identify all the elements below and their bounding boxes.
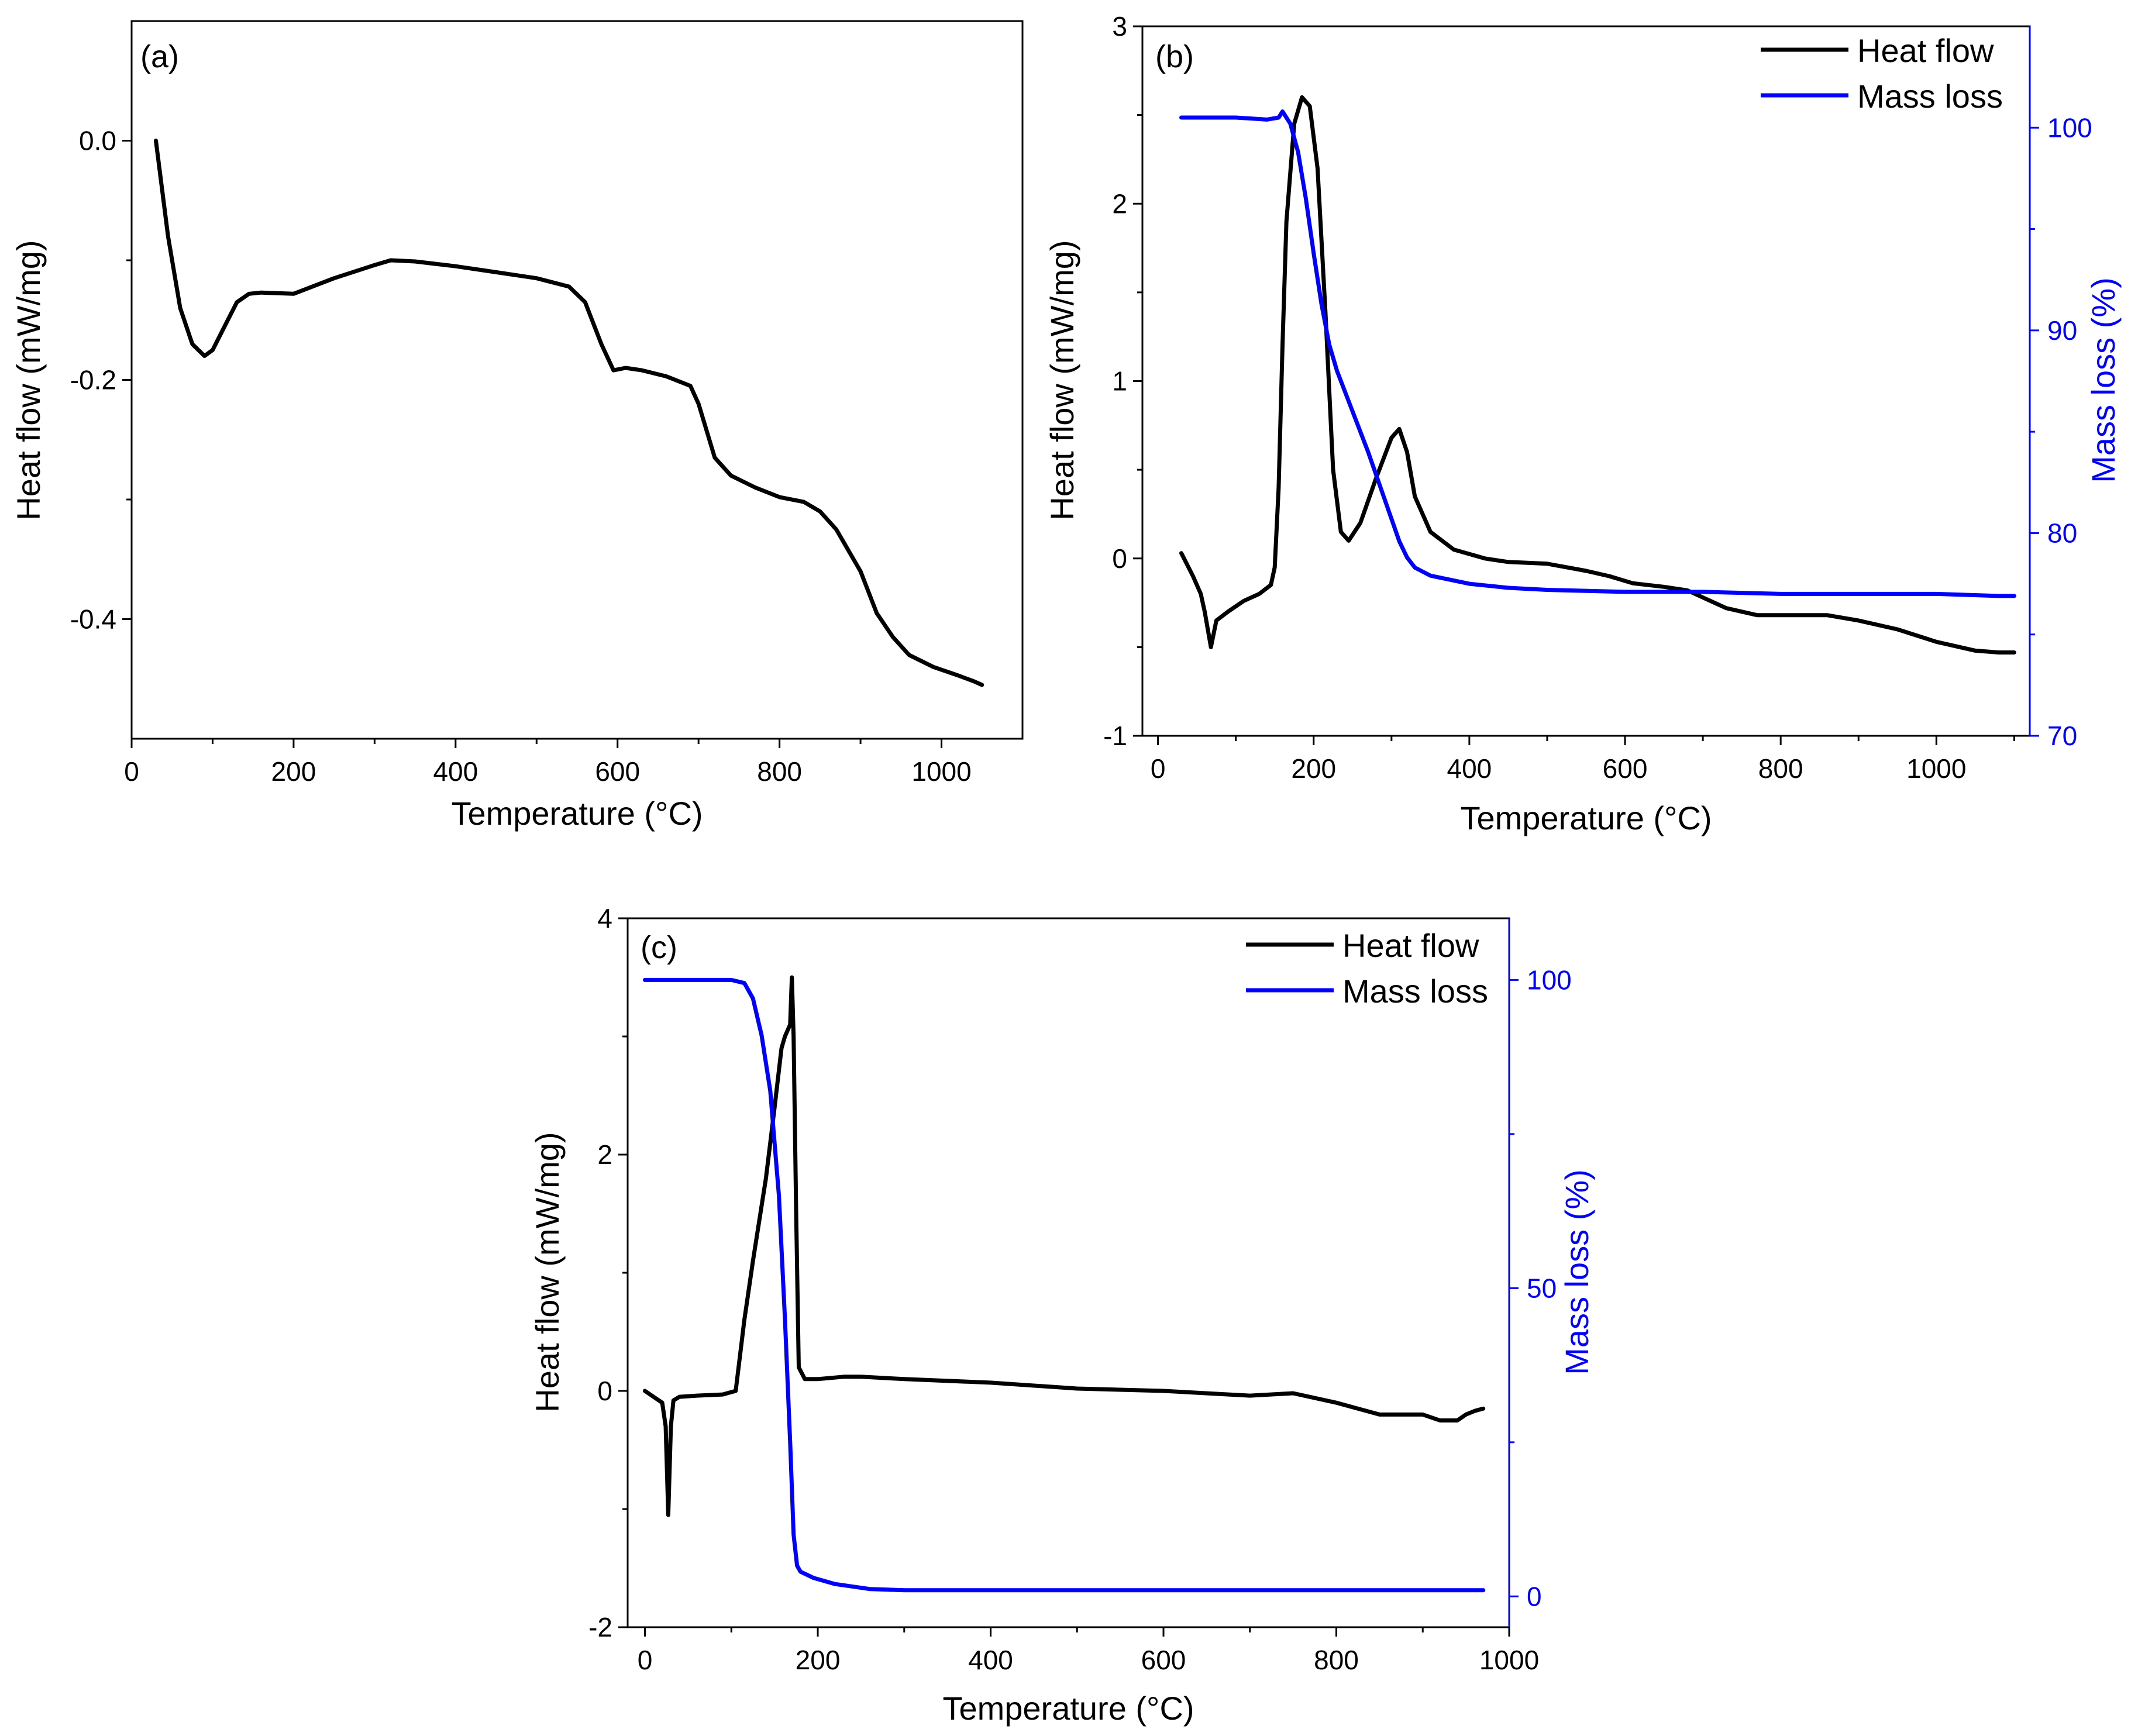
y2-axis-title: Mass loss (%) <box>1558 1169 1595 1375</box>
y-tick-label: 0.0 <box>79 126 116 156</box>
y-tick-label: -1 <box>1103 721 1127 751</box>
series-line-heat-flow <box>643 975 1486 1517</box>
legend-label: Heat flow <box>1857 32 1994 69</box>
x-tick-label: 200 <box>271 756 316 787</box>
y2-tick-label: 0 <box>1527 1581 1542 1611</box>
panel-label: (c) <box>641 930 677 965</box>
legend-label: Mass loss <box>1857 78 2003 115</box>
legend-label: Mass loss <box>1342 973 1488 1010</box>
y-tick-label: -2 <box>588 1612 612 1642</box>
x-tick-label: 600 <box>1603 753 1648 784</box>
x-tick-label: 0 <box>1151 753 1166 784</box>
x-axis-title: Temperature (°C) <box>942 1690 1194 1727</box>
x-tick-label: 1000 <box>911 756 971 787</box>
x-tick-label: 200 <box>1291 753 1336 784</box>
series-line-mass-loss <box>1179 109 2016 598</box>
y-axis-title: Heat flow (mW/mg) <box>10 240 47 520</box>
y-tick-label: -0.4 <box>70 604 116 635</box>
x-tick-label: 400 <box>433 756 478 787</box>
y2-tick-label: 100 <box>2047 112 2092 143</box>
chart-panel-b: 0 200 400 600 800 1000 -1 0 1 2 3 70 80 90 100 Temperat… <box>1044 11 2122 836</box>
x-tick-label: 600 <box>595 756 640 787</box>
panel-label: (a) <box>140 39 179 74</box>
x-axis-title: Temperature (°C) <box>1460 800 1712 836</box>
x-tick-label: 400 <box>968 1645 1013 1675</box>
chart-panel-a: 0 200 400 600 800 1000 0.0 -0.2 -0.4 Temperature … <box>10 20 1024 832</box>
y2-tick-label: 80 <box>2047 518 2077 548</box>
y-tick-label: 3 <box>1112 11 1127 42</box>
y-tick-label: -0.2 <box>70 365 116 395</box>
x-tick-label: 800 <box>1758 753 1803 784</box>
legend: Heat flow Mass loss <box>1761 32 2003 115</box>
y2-tick-label: 50 <box>1527 1273 1557 1303</box>
y2-tick-label: 70 <box>2047 721 2077 751</box>
y-axis-title: Heat flow (mW/mg) <box>529 1132 566 1412</box>
series-line-mass-loss <box>643 977 1486 1593</box>
y-tick-label: 0 <box>1112 543 1127 574</box>
panel-label: (b) <box>1155 39 1194 74</box>
y-tick-label: 4 <box>597 903 612 934</box>
x-tick-label: 400 <box>1447 753 1492 784</box>
x-axis-title: Temperature (°C) <box>451 795 703 832</box>
x-tick-label: 800 <box>1314 1645 1359 1675</box>
x-tick-label: 800 <box>757 756 802 787</box>
y2-axis-title: Mass loss (%) <box>2085 277 2122 483</box>
x-tick-label: 1000 <box>1479 1645 1539 1675</box>
y2-tick-label: 90 <box>2047 315 2077 346</box>
x-tick-label: 0 <box>638 1645 653 1675</box>
x-tick-label: 0 <box>124 756 139 787</box>
x-tick-label: 1000 <box>1906 753 1966 784</box>
x-tick-label: 200 <box>796 1645 841 1675</box>
y-tick-label: 2 <box>1112 188 1127 219</box>
x-tick-label: 600 <box>1141 1645 1186 1675</box>
y-axis-title: Heat flow (mW/mg) <box>1044 240 1080 520</box>
series-line-heat-flow <box>1179 95 2016 655</box>
chart-panel-c: 0 200 400 600 800 1000 -2 0 2 4 0 50 100 Temperature … <box>529 903 1595 1727</box>
y2-tick-label: 100 <box>1527 965 1572 995</box>
y-tick-label: 2 <box>597 1139 612 1170</box>
y-tick-label: 0 <box>597 1376 612 1406</box>
legend-label: Heat flow <box>1342 927 1479 964</box>
series-line-heat-flow <box>154 139 984 687</box>
y-tick-label: 1 <box>1112 366 1127 397</box>
legend: Heat flow Mass loss <box>1246 927 1488 1010</box>
